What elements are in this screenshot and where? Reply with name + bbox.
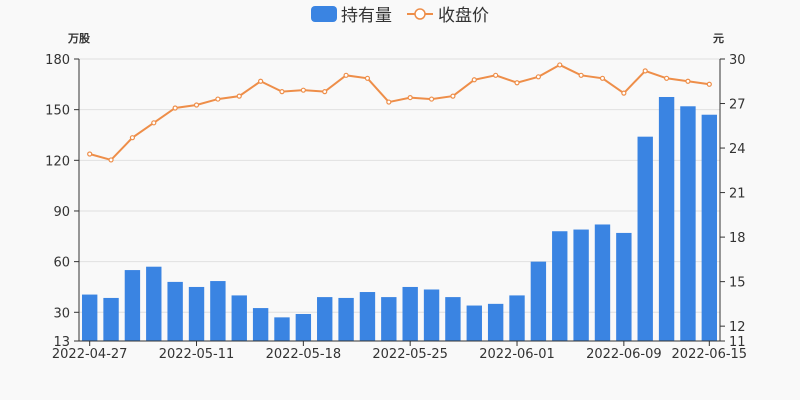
bar-holdings-21[interactable] bbox=[530, 261, 547, 341]
point-close-price-14[interactable] bbox=[386, 99, 392, 105]
right-tick-label-21: 21 bbox=[729, 187, 746, 202]
bar-holdings-4[interactable] bbox=[167, 281, 183, 341]
bar-holdings-11[interactable] bbox=[317, 297, 333, 341]
bar-holdings-7[interactable] bbox=[231, 295, 247, 341]
bar-holdings-9[interactable] bbox=[274, 317, 290, 341]
point-close-price-2[interactable] bbox=[129, 135, 136, 141]
right-tick-label-15: 15 bbox=[729, 276, 746, 291]
point-close-price-24[interactable] bbox=[599, 75, 606, 81]
point-close-price-29[interactable] bbox=[706, 81, 712, 87]
left-tick-label-150: 150 bbox=[45, 104, 70, 119]
left-tick-label-13: 13 bbox=[53, 335, 70, 350]
left-tick-label-60: 60 bbox=[53, 256, 70, 271]
legend-item-close-price[interactable]: 收盘价 bbox=[407, 6, 489, 26]
point-close-price-6[interactable] bbox=[215, 96, 221, 102]
right-tick-label-30: 30 bbox=[729, 53, 746, 68]
right-axis-unit: 元 bbox=[713, 32, 724, 45]
point-close-price-0[interactable] bbox=[87, 151, 93, 157]
legend-label-holdings: 持有量 bbox=[341, 6, 392, 26]
right-tick-label-12: 12 bbox=[729, 320, 746, 335]
point-close-price-11[interactable] bbox=[322, 89, 328, 95]
point-close-price-12[interactable] bbox=[343, 72, 349, 78]
left-tick-label-30: 30 bbox=[53, 306, 70, 321]
point-close-price-5[interactable] bbox=[193, 102, 200, 108]
bar-holdings-5[interactable] bbox=[188, 286, 205, 341]
x-axis-labels: 2022-04-27 2022-05-11 2022-05-18 2022-05-25… bbox=[52, 341, 747, 362]
x-tick-label-4: 2022-06-01 bbox=[479, 347, 555, 362]
bar-holdings-13[interactable] bbox=[359, 292, 376, 341]
bar-holdings-17[interactable] bbox=[445, 297, 461, 341]
left-tick-label-180: 180 bbox=[45, 53, 70, 68]
legend-swatch-marker-close-price bbox=[414, 8, 426, 20]
point-close-price-16[interactable] bbox=[428, 96, 435, 102]
right-tick-label-11: 11 bbox=[729, 335, 746, 350]
bar-holdings-25[interactable] bbox=[616, 232, 632, 341]
point-close-price-27[interactable] bbox=[663, 75, 670, 81]
point-close-price-4[interactable] bbox=[172, 105, 178, 111]
bar-holdings-29[interactable] bbox=[701, 114, 718, 341]
point-close-price-25[interactable] bbox=[621, 90, 627, 96]
bar-holdings-19[interactable] bbox=[487, 303, 504, 341]
x-tick-label-5: 2022-06-09 bbox=[586, 347, 662, 362]
point-close-price-8[interactable] bbox=[258, 78, 264, 84]
bar-series-holdings bbox=[81, 96, 718, 342]
bar-holdings-6[interactable] bbox=[210, 281, 226, 341]
left-axis-ticks: 13 30 60 90 120 150 180 bbox=[45, 53, 79, 350]
legend-label-close-price: 收盘价 bbox=[438, 6, 489, 26]
left-tick-label-90: 90 bbox=[53, 205, 70, 220]
bar-holdings-15[interactable] bbox=[402, 286, 418, 341]
left-tick-label-120: 120 bbox=[45, 154, 70, 169]
legend-swatch-holdings bbox=[311, 6, 337, 22]
bar-holdings-18[interactable] bbox=[466, 305, 482, 341]
bar-holdings-24[interactable] bbox=[594, 224, 611, 341]
axes bbox=[78, 59, 721, 342]
x-tick-label-3: 2022-05-25 bbox=[372, 347, 448, 362]
bar-holdings-23[interactable] bbox=[573, 229, 589, 341]
bar-holdings-28[interactable] bbox=[680, 106, 696, 342]
bar-holdings-20[interactable] bbox=[509, 295, 525, 341]
point-close-price-22[interactable] bbox=[557, 62, 563, 68]
bar-holdings-2[interactable] bbox=[124, 270, 141, 341]
bar-holdings-16[interactable] bbox=[423, 289, 440, 341]
right-tick-label-18: 18 bbox=[729, 231, 746, 246]
point-close-price-3[interactable] bbox=[151, 120, 157, 126]
bar-holdings-14[interactable] bbox=[381, 297, 397, 341]
bar-holdings-22[interactable] bbox=[552, 231, 568, 341]
bar-holdings-12[interactable] bbox=[338, 297, 354, 341]
point-close-price-19[interactable] bbox=[493, 72, 499, 78]
point-close-price-26[interactable] bbox=[642, 68, 648, 74]
x-tick-label-1: 2022-05-11 bbox=[159, 347, 235, 362]
point-close-price-13[interactable] bbox=[364, 75, 371, 81]
bar-holdings-26[interactable] bbox=[637, 136, 653, 341]
legend-item-holdings[interactable]: 持有量 bbox=[311, 6, 392, 26]
bar-holdings-8[interactable] bbox=[252, 308, 269, 341]
right-tick-label-27: 27 bbox=[729, 98, 746, 113]
bar-holdings-3[interactable] bbox=[146, 266, 162, 341]
left-axis-unit: 万股 bbox=[67, 32, 91, 45]
point-close-price-10[interactable] bbox=[300, 87, 306, 93]
line-series-close-price bbox=[87, 62, 712, 163]
x-tick-label-2: 2022-05-18 bbox=[266, 347, 342, 362]
x-tick-label-0: 2022-04-27 bbox=[52, 347, 128, 362]
point-close-price-18[interactable] bbox=[471, 77, 477, 83]
bar-holdings-1[interactable] bbox=[103, 297, 119, 341]
point-close-price-9[interactable] bbox=[279, 89, 285, 95]
bar-holdings-10[interactable] bbox=[295, 313, 312, 341]
point-close-price-20[interactable] bbox=[514, 80, 520, 86]
bar-holdings-0[interactable] bbox=[81, 294, 98, 341]
legend[interactable]: 持有量 收盘价 bbox=[311, 6, 489, 26]
point-close-price-7[interactable] bbox=[236, 93, 242, 99]
point-close-price-17[interactable] bbox=[450, 93, 456, 99]
x-tick-label-6: 2022-06-15 bbox=[672, 347, 748, 362]
point-close-price-23[interactable] bbox=[578, 72, 584, 78]
point-close-price-21[interactable] bbox=[535, 74, 541, 80]
point-close-price-28[interactable] bbox=[685, 78, 691, 84]
point-close-price-15[interactable] bbox=[407, 94, 413, 101]
point-close-price-1[interactable] bbox=[108, 157, 114, 163]
bar-holdings-27[interactable] bbox=[658, 96, 675, 341]
line-close-price bbox=[89, 63, 710, 162]
right-tick-label-24: 24 bbox=[729, 142, 746, 157]
